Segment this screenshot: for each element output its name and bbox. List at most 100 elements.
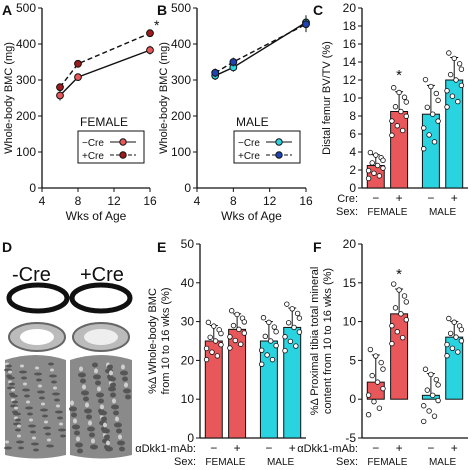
trabecular-speck <box>60 434 66 438</box>
trabecular-speck <box>85 402 89 408</box>
chart-f-data-dot <box>444 353 450 359</box>
chart-c-data-dot <box>421 125 427 131</box>
chart-e-row2-label: Sex: <box>174 456 196 468</box>
chart-e-data-dot <box>284 301 290 307</box>
trabecular-speck <box>19 370 27 374</box>
trabecular-speck <box>5 440 9 444</box>
trabecular-speck <box>51 380 57 384</box>
chart-e-data-dot <box>289 306 295 312</box>
chart-e-category-label: − <box>210 441 217 455</box>
chart-c-data-dot <box>424 104 430 110</box>
chart-b-group-label: MALE <box>236 115 269 129</box>
trabecular-speck <box>71 412 77 418</box>
chart-e-data-dot <box>209 349 215 355</box>
trabecular-speck <box>54 398 60 402</box>
trabecular-speck <box>48 362 54 366</box>
chart-c-category-label: − <box>372 191 379 205</box>
chart-c-data-dot <box>401 94 408 100</box>
trabecular-speck <box>86 414 92 420</box>
chart-e-data-dot <box>230 322 237 329</box>
slice-lumen-pos <box>84 329 118 345</box>
chart-e-data-dot <box>218 342 224 348</box>
trabecular-speck <box>25 406 33 410</box>
trabecular-speck <box>40 408 48 412</box>
trabecular-speck <box>115 416 119 422</box>
chart-e-data-dot <box>211 323 217 329</box>
trabecular-speck <box>28 424 36 428</box>
chart-e-category-label: + <box>289 441 296 455</box>
chart-a-legend-box <box>77 130 145 164</box>
trabecular-speck <box>121 364 125 370</box>
trabecular-speck <box>38 384 42 388</box>
chart-f-group-label: FEMALE <box>367 457 407 468</box>
chart-e-data-dot <box>214 353 221 359</box>
trabecular-speck <box>36 378 42 382</box>
chart-b-ytick-label: 400 <box>171 37 191 51</box>
chart-c-data-dot <box>431 139 438 145</box>
chart-f-group-label: MALE <box>429 457 457 468</box>
trabecular-speck <box>100 404 104 410</box>
trabecular-speck <box>81 390 89 396</box>
chart-a-ytick-label: 100 <box>16 145 36 159</box>
trabecular-speck <box>113 410 119 416</box>
chart-f-ytick-label: -5 <box>345 431 356 445</box>
chart-b-xtick-label: 16 <box>299 194 313 208</box>
chart-c-data-dot <box>435 118 441 124</box>
chart-b-xtick-label: 12 <box>263 194 277 208</box>
chart-f-data-dot <box>447 330 454 337</box>
chart-e-data-dot <box>296 329 303 335</box>
chart-f-data-dot <box>378 359 384 366</box>
chart-e-group-label: FEMALE <box>205 457 245 468</box>
trabecular-speck <box>22 388 30 392</box>
chart-f-ytick-label: 15 <box>343 276 357 290</box>
chart-f-data-dot <box>380 366 386 372</box>
chart-a-legend-label: +Cre <box>82 151 104 162</box>
chart-a-data-point <box>146 46 154 55</box>
chart-f-data-dot <box>394 329 400 335</box>
trabecular-speck <box>120 370 128 376</box>
chart-c-data-dot <box>447 71 454 78</box>
trabecular-texture <box>4 362 131 454</box>
trabecular-speck <box>59 422 63 426</box>
trabecular-speck <box>18 446 24 450</box>
chart-a-xtick-label: 4 <box>39 194 46 208</box>
chart-c-group-label: FEMALE <box>367 207 407 218</box>
chart-b-legend-marker <box>275 151 283 159</box>
chart-f-data-dot <box>458 338 465 344</box>
chart-f-data-dot <box>403 317 409 323</box>
chart-e-data-dot <box>205 319 212 326</box>
plus-cre-label: +Cre <box>80 264 124 286</box>
trabecular-speck <box>33 448 39 452</box>
chart-f-data-dot <box>374 379 381 385</box>
trabecular-speck <box>110 382 116 388</box>
chart-c-data-dot <box>433 90 439 97</box>
chart-c-data-dot <box>446 50 452 56</box>
chart-c-data-dot <box>398 108 404 115</box>
chart-c-data-dot <box>371 170 377 176</box>
chart-c-ytick-label: 10 <box>343 91 357 105</box>
chart-b-legend-box <box>233 130 301 164</box>
trabecular-speck <box>9 382 15 386</box>
trabecular-speck <box>29 418 33 422</box>
trabecular-speck <box>24 394 30 398</box>
chart-e-data-dot <box>227 334 233 340</box>
trabecular-speck <box>99 410 107 416</box>
chart-f-data-dot <box>369 372 375 379</box>
trabecular-speck <box>70 400 74 406</box>
trabecular-speck <box>97 386 101 392</box>
chart-e-ytick-label: 50 <box>181 237 195 251</box>
chart-e-ytick-label: 30 <box>181 315 195 329</box>
chart-f-data-dot <box>396 287 402 293</box>
chart-f-data-dot <box>421 403 427 409</box>
trabecular-speck <box>12 400 18 404</box>
trabecular-speck <box>6 364 12 368</box>
chart-e-ytick-label: 20 <box>181 353 195 367</box>
trabecular-speck <box>49 374 57 378</box>
chart-f-data-dot <box>422 366 429 372</box>
trabecular-speck <box>94 368 98 374</box>
chart-c-data-dot <box>389 132 395 138</box>
chart-c-data-dot <box>444 104 450 110</box>
chart-f-category-label: + <box>451 441 458 455</box>
trabecular-speck <box>21 376 27 380</box>
minus-cre-label: -Cre <box>12 264 51 286</box>
